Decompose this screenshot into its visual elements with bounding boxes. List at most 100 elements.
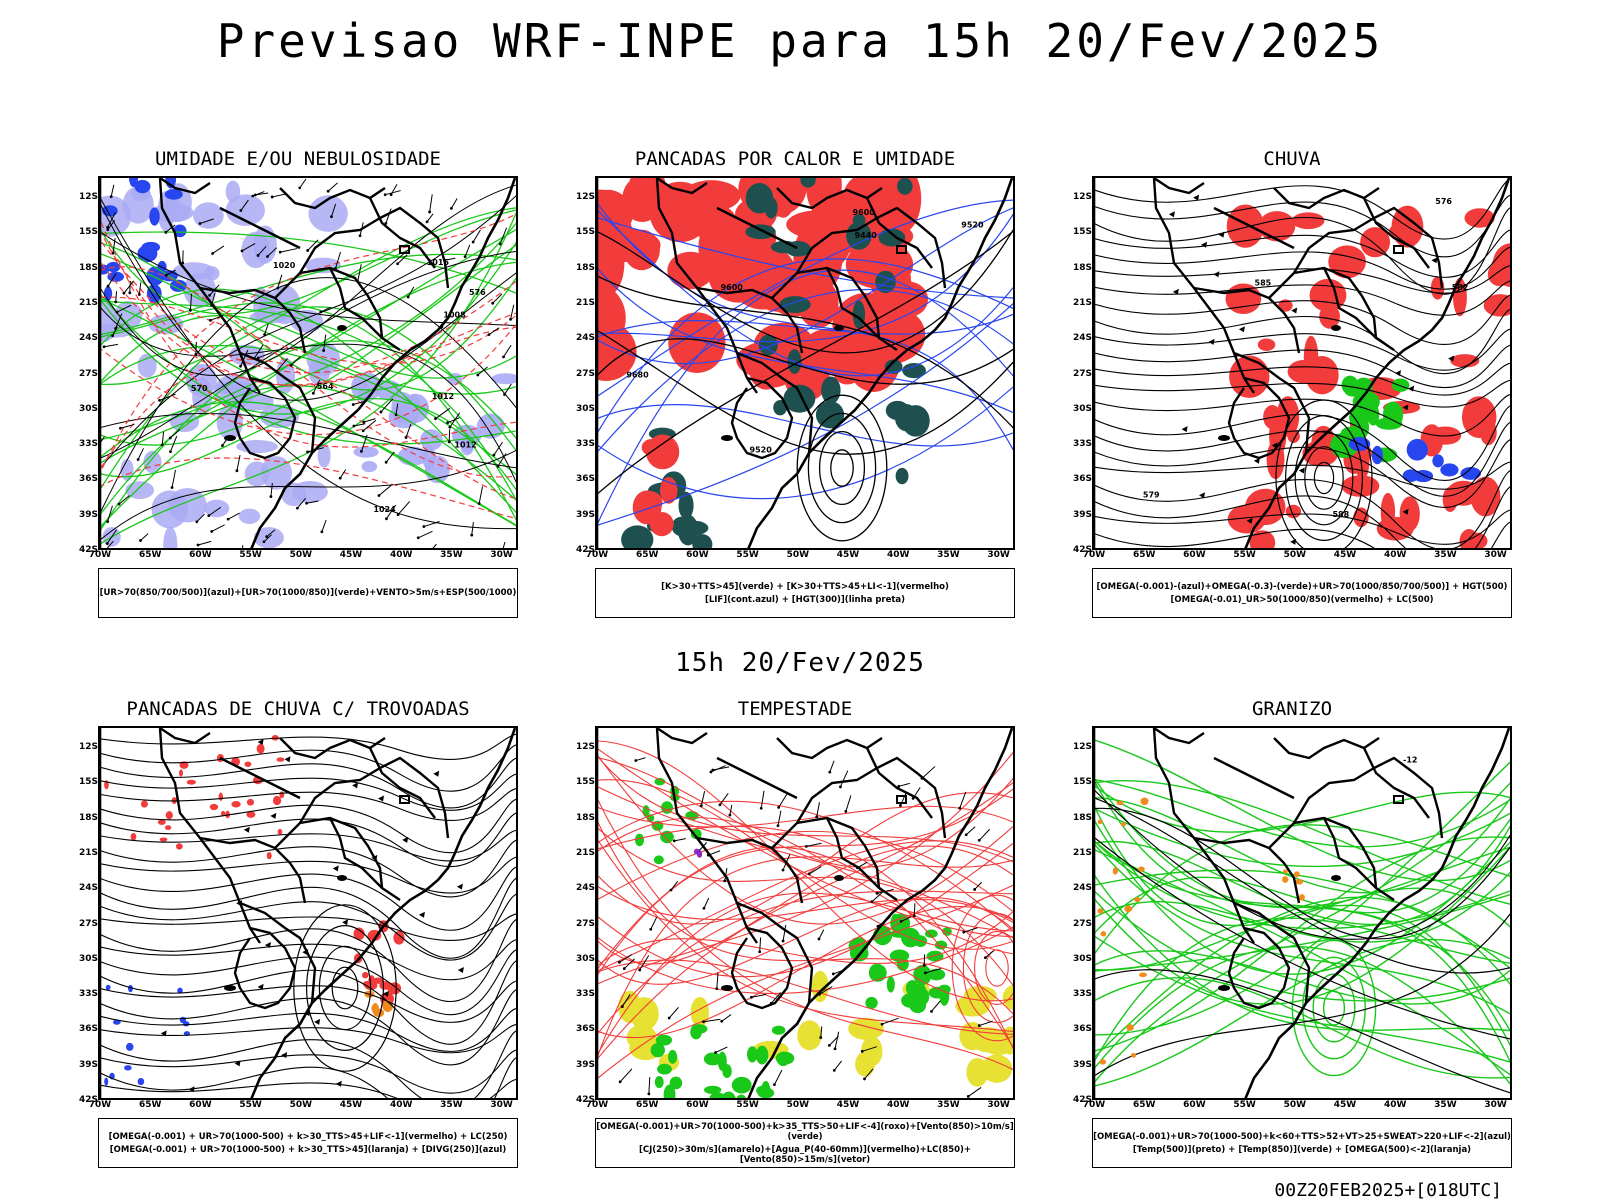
lon-tick-label: 45W xyxy=(340,1100,362,1110)
map-frame[interactable]: -12 xyxy=(1092,726,1512,1100)
wind-arrow xyxy=(212,525,225,532)
wind850-arrowhead xyxy=(760,807,763,810)
wind-arrowhead xyxy=(106,228,109,231)
omega-orange-cell xyxy=(1294,871,1300,877)
wind850-arrowhead xyxy=(782,869,785,872)
wind-arrowhead xyxy=(298,186,301,189)
hgt500-line xyxy=(1094,522,1512,550)
wind-arrowhead xyxy=(103,345,106,348)
wind850-arrowhead xyxy=(913,914,916,917)
lat-tick-label: 12S xyxy=(567,192,595,202)
wind-arrow xyxy=(498,453,506,466)
wind-arrowhead xyxy=(306,249,309,252)
wind-arrow xyxy=(300,179,306,188)
streamline250-arrowhead xyxy=(342,919,348,925)
lat-tick-label: 21S xyxy=(70,848,98,858)
wind850-arrow xyxy=(651,917,657,929)
hgt500-line xyxy=(1094,380,1512,407)
wind-arrowhead xyxy=(239,209,242,212)
omega-orange-cell xyxy=(1140,798,1148,806)
lon-tick-label: 50W xyxy=(290,550,312,560)
wind-arrow xyxy=(111,185,114,197)
k-tts-li-cell xyxy=(650,512,674,536)
wind850-arrow xyxy=(720,793,728,804)
wind850-arrowhead xyxy=(619,1080,622,1083)
wind850-arrowhead xyxy=(832,973,835,976)
wind-arrowhead xyxy=(509,318,512,321)
wind850-arrow xyxy=(704,898,709,908)
wind850-green xyxy=(651,1024,795,1100)
storm-red-cell xyxy=(165,825,171,830)
contour-label: 570 xyxy=(191,384,208,393)
lon-tick-label: 65W xyxy=(139,1100,161,1110)
lon-tick-label: 60W xyxy=(686,550,708,560)
wind-arrowhead xyxy=(378,494,381,497)
storm-red-cell xyxy=(247,799,254,806)
contour-label: 1020 xyxy=(273,261,296,270)
wind-arrowhead xyxy=(417,536,420,539)
wind-arrowhead xyxy=(464,255,467,258)
wind850-arrowhead xyxy=(876,892,879,895)
hgt500-arrowhead xyxy=(1199,492,1205,498)
omega-orange-cell xyxy=(1131,1053,1136,1058)
country-border xyxy=(797,758,945,838)
k-tts-cell xyxy=(878,229,905,247)
humidity-blue-cell xyxy=(165,189,183,200)
lc850-ring xyxy=(986,950,1008,986)
lat-tick-label: 15S xyxy=(567,777,595,787)
lat-tick-label: 24S xyxy=(567,333,595,343)
humidity-blue-cell xyxy=(149,207,159,225)
hgt500-arrowhead xyxy=(1209,339,1215,345)
wind850-arrow xyxy=(722,1015,731,1022)
lon-tick-label: 35W xyxy=(440,1100,462,1110)
wind-arrow xyxy=(170,429,180,437)
wind850-green-cell xyxy=(772,1026,785,1035)
panel-title: PANCADAS DE CHUVA C/ TROVOADAS xyxy=(78,698,518,720)
lat-tick-label: 12S xyxy=(70,192,98,202)
map-frame[interactable] xyxy=(595,726,1015,1100)
lake xyxy=(1331,325,1341,331)
country-border xyxy=(717,758,797,798)
country-border xyxy=(220,758,300,798)
wind850-arrowhead xyxy=(634,759,637,762)
hgt500-line xyxy=(1094,510,1512,545)
wind-arrowhead xyxy=(296,507,299,510)
streamline250-line xyxy=(100,788,518,820)
legend-box: [UR>70(850/700/500)](azul)+[UR>70(1000/8… xyxy=(98,568,518,618)
rain-red-cell xyxy=(1484,294,1512,316)
lon-tick-label: 50W xyxy=(787,550,809,560)
lat-tick-label: 33S xyxy=(567,989,595,999)
precip-water-red-line xyxy=(597,879,1015,931)
wind850-arrow xyxy=(783,925,786,941)
lat-tick-label: 33S xyxy=(70,989,98,999)
legend-box: [OMEGA(-0.001)+UR>70(1000-500)+k<60+TTS>… xyxy=(1092,1118,1512,1168)
legend-line: [OMEGA(-0.001)+UR>70(1000-500)+k<60+TTS>… xyxy=(1093,1132,1511,1142)
wind-arrowhead xyxy=(270,495,273,498)
wind-arrowhead xyxy=(106,542,109,545)
divergence-blue-cell xyxy=(126,1043,133,1051)
wind850-arrowhead xyxy=(923,964,926,967)
rain-red-cell xyxy=(1353,507,1368,527)
wind850-green-cell xyxy=(654,855,664,864)
lat-tick-label: 12S xyxy=(1064,192,1092,202)
wind850-arrow xyxy=(966,827,975,835)
streamline250-line xyxy=(100,894,518,961)
legend-box: [OMEGA(-0.001) + UR>70(1000-500) + k>30_… xyxy=(98,1118,518,1168)
wind-arrowhead xyxy=(189,309,192,312)
map-frame[interactable] xyxy=(98,726,518,1100)
lat-tick-label: 30S xyxy=(1064,954,1092,964)
wind-arrowhead xyxy=(241,250,244,253)
jet-yellow-cell xyxy=(855,1052,875,1077)
contour-label: 576 xyxy=(469,288,486,297)
lat-tick-label: 18S xyxy=(1064,263,1092,273)
lat-tick-label: 24S xyxy=(70,883,98,893)
wind850-arrowhead xyxy=(973,888,976,891)
country-border xyxy=(1214,758,1294,798)
jet-yellow-cell xyxy=(848,1018,884,1040)
jet-yellow-cell xyxy=(1003,984,1015,1011)
wind-arrowhead xyxy=(472,241,475,244)
